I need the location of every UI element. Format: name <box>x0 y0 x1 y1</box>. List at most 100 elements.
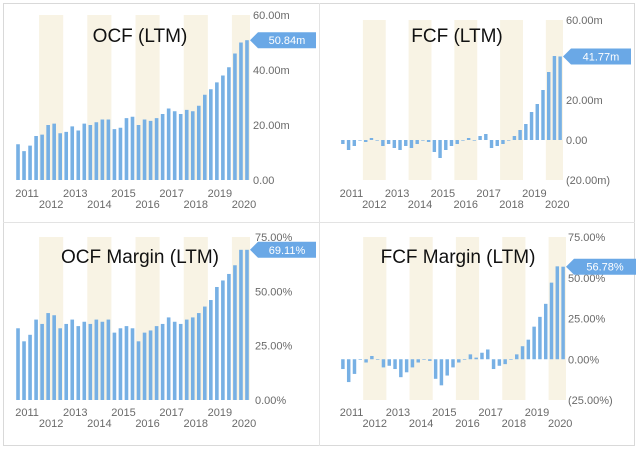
bar <box>393 359 397 370</box>
bar <box>221 75 225 180</box>
x-tick-label: 2016 <box>454 199 478 211</box>
year-band <box>454 20 478 180</box>
bar <box>58 133 62 180</box>
bar <box>203 306 207 400</box>
bar <box>449 140 454 146</box>
bar <box>215 286 219 400</box>
bar <box>509 359 513 360</box>
bar <box>209 300 213 400</box>
bar <box>552 56 557 140</box>
bar <box>124 118 129 180</box>
x-tick-label: 2019 <box>522 188 546 200</box>
bar <box>227 67 231 180</box>
x-tick-label: 2015 <box>111 188 135 200</box>
bar <box>346 140 351 150</box>
bar <box>40 134 44 180</box>
x-tick-label: 2020 <box>232 418 256 430</box>
bar <box>532 326 536 360</box>
bar <box>486 349 490 360</box>
bar <box>52 315 56 400</box>
x-tick-label: 2017 <box>476 188 500 200</box>
bar <box>136 341 141 400</box>
x-tick-label: 2016 <box>455 418 479 430</box>
year-band <box>363 237 387 400</box>
bar <box>398 140 402 150</box>
bar <box>426 140 431 142</box>
x-tick-label: 2013 <box>385 188 409 200</box>
bar <box>555 266 560 360</box>
bar <box>468 354 473 360</box>
bar <box>46 313 50 400</box>
bar <box>172 321 177 400</box>
year-band <box>500 20 523 180</box>
bar <box>364 359 368 363</box>
x-tick-label: 2012 <box>39 199 63 211</box>
bar <box>76 130 81 180</box>
x-tick-label: 2015 <box>111 407 135 419</box>
chart-title: FCF (LTM) <box>411 26 502 47</box>
bar <box>503 359 507 365</box>
bar <box>88 125 93 180</box>
bar <box>196 105 201 180</box>
chart-title: FCF Margin (LTM) <box>381 247 536 268</box>
x-tick-label: 2018 <box>499 199 523 211</box>
x-tick-label: 2017 <box>159 188 183 200</box>
bar <box>457 359 461 363</box>
bar <box>409 140 414 148</box>
bar <box>444 140 448 150</box>
bar <box>184 109 189 180</box>
bar <box>364 140 368 142</box>
x-tick-label: 2015 <box>431 188 455 200</box>
y-tick-label: 0.00% <box>568 354 599 366</box>
y-tick-label: 0.00 <box>253 175 274 187</box>
bar <box>34 136 38 180</box>
bar <box>227 273 231 400</box>
bar <box>154 326 159 400</box>
bar <box>130 328 135 400</box>
bar <box>432 140 437 152</box>
bar <box>549 282 554 360</box>
x-tick-label: 2017 <box>478 407 502 419</box>
bar <box>245 249 249 400</box>
bar <box>421 140 425 141</box>
last-value-label: 41.77m <box>583 51 620 63</box>
bar <box>515 354 519 360</box>
y-tick-label: 60.00m <box>566 15 603 27</box>
year-band <box>362 20 386 180</box>
bar <box>439 359 444 386</box>
bar <box>184 319 189 400</box>
x-tick-label: 2013 <box>63 188 87 200</box>
x-tick-label: 2016 <box>135 418 159 430</box>
bar <box>466 138 471 140</box>
x-tick-label: 2012 <box>39 418 63 430</box>
bar <box>106 119 111 180</box>
bar <box>233 53 237 180</box>
bar <box>501 140 505 144</box>
x-tick-label: 2013 <box>63 407 87 419</box>
x-tick-label: 2012 <box>363 418 387 430</box>
last-value-badge <box>566 258 636 275</box>
bar <box>520 346 525 360</box>
bar <box>451 359 455 368</box>
x-tick-label: 2020 <box>548 418 572 430</box>
chart-title: OCF (LTM) <box>93 26 188 47</box>
y-tick-label: 75.00% <box>568 232 606 244</box>
x-tick-label: 2018 <box>184 418 208 430</box>
bar <box>233 265 237 400</box>
bar <box>495 140 499 146</box>
y-tick-label: 20.00m <box>253 120 290 132</box>
x-tick-label: 2011 <box>15 188 39 200</box>
bar <box>369 138 374 140</box>
bar <box>136 125 141 180</box>
bar <box>166 317 171 400</box>
bar <box>506 140 511 141</box>
bar <box>82 321 87 400</box>
bar <box>370 355 374 360</box>
bar <box>445 359 449 376</box>
bar <box>70 126 75 180</box>
x-tick-label: 2016 <box>135 199 159 211</box>
column-divider <box>319 3 320 446</box>
bar <box>484 134 488 140</box>
bar <box>538 316 542 360</box>
